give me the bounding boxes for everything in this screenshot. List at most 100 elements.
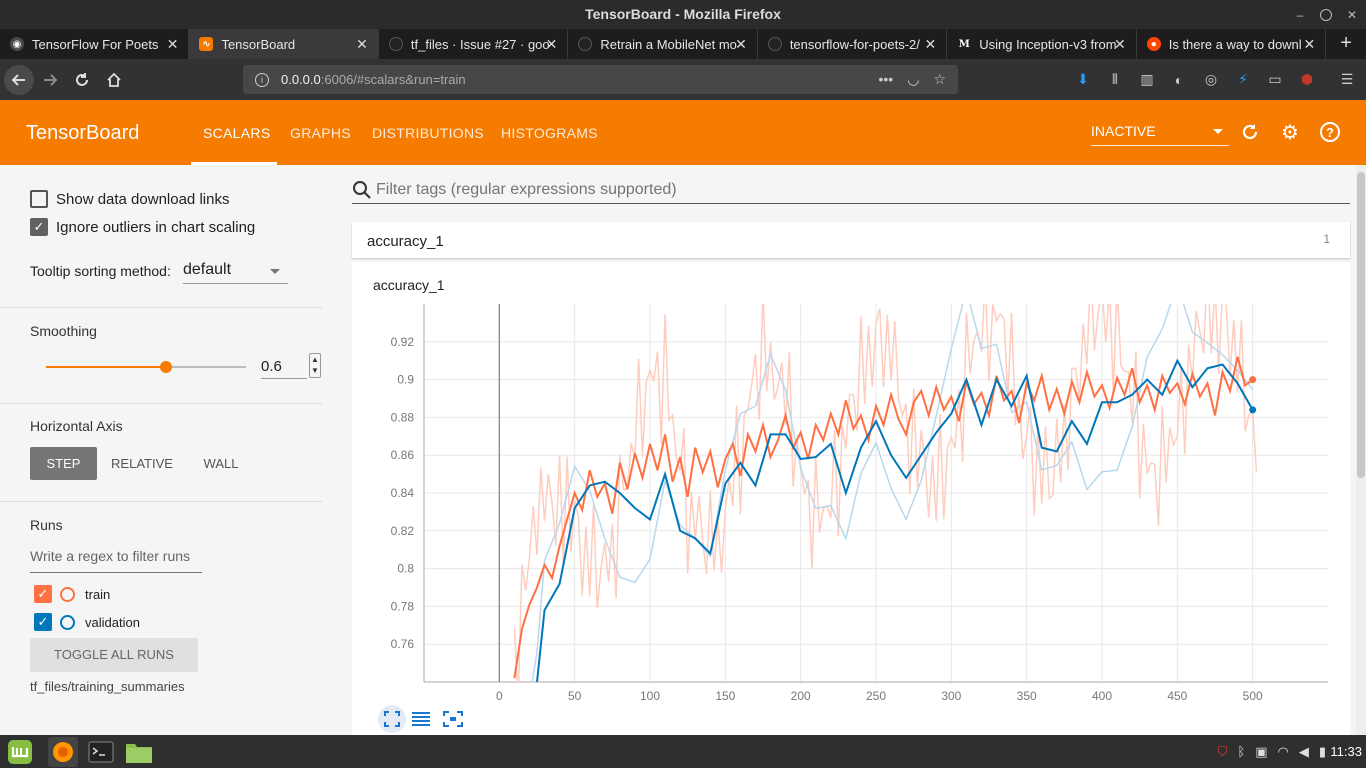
checkmark-icon[interactable]: ✓ — [30, 218, 48, 236]
train-raw-line — [513, 304, 1258, 682]
dots-extension-icon[interactable]: ▭ — [1268, 71, 1282, 87]
browser-tab-2[interactable]: tf_files · Issue #27 · goo ✕ — [379, 29, 569, 59]
close-tab-icon[interactable]: ✕ — [924, 36, 937, 52]
extension-icon[interactable]: ◐ — [1174, 71, 1184, 88]
tag-filter-input[interactable]: Filter tags (regular expressions support… — [352, 176, 1350, 204]
firefox-taskbar-icon[interactable] — [48, 737, 78, 767]
tab-graphs[interactable]: GRAPHS — [290, 125, 351, 141]
validation-raw-line — [531, 304, 1254, 682]
tab-distributions[interactable]: DISTRIBUTIONS — [372, 125, 485, 141]
tab-scalars[interactable]: SCALARS — [203, 125, 271, 141]
volume-icon[interactable]: ◀ — [1298, 743, 1309, 759]
reload-data-icon[interactable] — [1239, 121, 1261, 143]
medium-icon: M — [958, 38, 970, 50]
x-tick-label: 50 — [568, 689, 582, 702]
sidebar-icon[interactable]: ▥ — [1140, 71, 1154, 87]
wifi-icon[interactable]: ◠ — [1277, 743, 1289, 759]
toggle-all-runs-button[interactable]: TOGGLE ALL RUNS — [30, 638, 198, 672]
category-header[interactable]: accuracy_1 1 — [352, 222, 1350, 258]
expand-chart-icon[interactable] — [378, 705, 406, 733]
terminal-taskbar-icon[interactable] — [86, 737, 116, 767]
accuracy-chart[interactable]: 0 50 100 150 200 250 300 350 400 450 500 0.76 0.78 0.… — [352, 262, 1350, 702]
close-tab-icon[interactable]: ✕ — [1303, 36, 1316, 52]
run-color-circle[interactable] — [60, 586, 75, 602]
run-validation[interactable]: ✓ validation — [34, 613, 140, 631]
axis-relative-button[interactable]: RELATIVE — [111, 456, 173, 471]
forward-button[interactable] — [34, 64, 66, 96]
close-tab-icon[interactable]: ✕ — [735, 36, 747, 52]
reload-button[interactable] — [66, 64, 98, 96]
browser-tab-4[interactable]: tensorflow-for-poets-2/✕ — [758, 29, 948, 59]
home-button[interactable] — [98, 64, 130, 96]
tensorflow-icon: ◉ — [10, 37, 24, 51]
x-tick-label: 350 — [1017, 689, 1037, 702]
back-button[interactable] — [4, 64, 34, 95]
close-tab-icon[interactable]: ✕ — [545, 36, 558, 52]
clipboard-icon[interactable]: ▣ — [1255, 743, 1268, 759]
close-tab-icon[interactable]: ✕ — [166, 36, 179, 52]
ignore-outliers-checkbox[interactable]: ✓ Ignore outliers in chart scaling — [30, 218, 255, 236]
close-tab-icon[interactable]: ✕ — [1113, 36, 1126, 52]
pocket-icon[interactable]: ◡ — [907, 71, 920, 87]
sync-icon[interactable]: ◎ — [1204, 71, 1218, 87]
menu-icon[interactable]: ☰ — [1340, 71, 1354, 87]
plugin-dropdown[interactable]: INACTIVE — [1091, 123, 1229, 146]
smoothing-stepper[interactable]: ▲ ▼ — [309, 353, 321, 378]
log-directory: tf_files/training_summaries — [30, 679, 185, 694]
x-tick-label: 100 — [640, 689, 660, 702]
files-taskbar-icon[interactable] — [124, 737, 154, 767]
checkmark-icon[interactable]: ✓ — [34, 613, 52, 631]
scrollbar-thumb[interactable] — [1357, 172, 1365, 478]
reddit-icon: ● — [1146, 37, 1161, 51]
github-icon — [767, 37, 782, 51]
run-color-circle[interactable] — [60, 614, 75, 630]
show-download-links-checkbox[interactable]: Show data download links — [30, 190, 229, 208]
site-info-icon[interactable]: i — [255, 72, 269, 87]
x-tick-label: 200 — [791, 689, 811, 702]
toggle-log-scale-icon[interactable] — [410, 708, 432, 730]
url-bar[interactable]: i 0.0.0.0:6006/#scalars&run=train ••• ◡ … — [243, 65, 958, 94]
shield-icon[interactable]: ⛉ — [1217, 743, 1228, 759]
browser-tab-6[interactable]: ● Is there a way to downl ✕ — [1137, 29, 1327, 59]
divider — [0, 501, 322, 502]
battery-icon[interactable]: ▮ — [1318, 743, 1326, 759]
ublock-icon[interactable]: ⬢ — [1300, 71, 1314, 87]
browser-tab-1[interactable]: ∿ TensorBoard ✕ — [189, 29, 379, 59]
github-icon — [578, 37, 593, 51]
page-actions-icon[interactable]: ••• — [878, 71, 894, 87]
tooltip-sorting-select[interactable]: default — [183, 261, 288, 284]
axis-wall-button[interactable]: WALL — [203, 456, 239, 471]
download-icon[interactable]: ⬇ — [1077, 71, 1089, 87]
gear-icon[interactable]: ⚙ — [1281, 121, 1299, 144]
close-tab-icon[interactable]: ✕ — [356, 36, 368, 52]
bolt-extension-icon[interactable]: ⚡ — [1238, 71, 1248, 87]
x-tick-label: 150 — [715, 689, 735, 702]
runs-filter-input[interactable]: Write a regex to filter runs — [30, 548, 202, 573]
smoothing-slider[interactable] — [46, 361, 246, 373]
library-icon[interactable]: ⫴ — [1112, 71, 1118, 87]
reload-icon — [76, 72, 88, 86]
checkmark-icon[interactable]: ✓ — [34, 585, 52, 603]
maximize-icon[interactable] — [1320, 8, 1332, 21]
checkbox-unchecked[interactable] — [30, 190, 48, 208]
browser-tab-3[interactable]: Retrain a MobileNet mo ✕ — [568, 29, 758, 59]
close-window-icon[interactable]: ✕ — [1346, 7, 1358, 22]
mint-menu-icon[interactable] — [5, 737, 35, 767]
browser-tab-0[interactable]: ◉ TensorFlow For Poets ✕ — [0, 29, 190, 59]
tab-histograms[interactable]: HISTOGRAMS — [501, 125, 598, 141]
bookmark-star-icon[interactable]: ☆ — [933, 71, 946, 87]
active-tab-indicator — [191, 162, 277, 165]
smoothing-input[interactable]: 0.6 — [261, 354, 307, 379]
new-tab-button[interactable]: + — [1340, 32, 1352, 54]
browser-tab-5[interactable]: M Using Inception-v3 from ✕ — [947, 29, 1137, 59]
axis-step-button[interactable]: STEP — [30, 447, 97, 480]
slider-handle[interactable] — [160, 361, 172, 373]
bluetooth-icon[interactable]: ᛒ — [1237, 744, 1246, 759]
runs-heading: Runs — [30, 517, 63, 533]
help-icon[interactable]: ? — [1319, 121, 1341, 143]
run-train[interactable]: ✓ train — [34, 585, 110, 603]
svg-text:?: ? — [1326, 125, 1334, 140]
fit-domain-icon[interactable] — [442, 708, 464, 730]
y-tick-label: 0.8 — [397, 562, 414, 576]
minimize-icon[interactable]: – — [1296, 7, 1304, 22]
